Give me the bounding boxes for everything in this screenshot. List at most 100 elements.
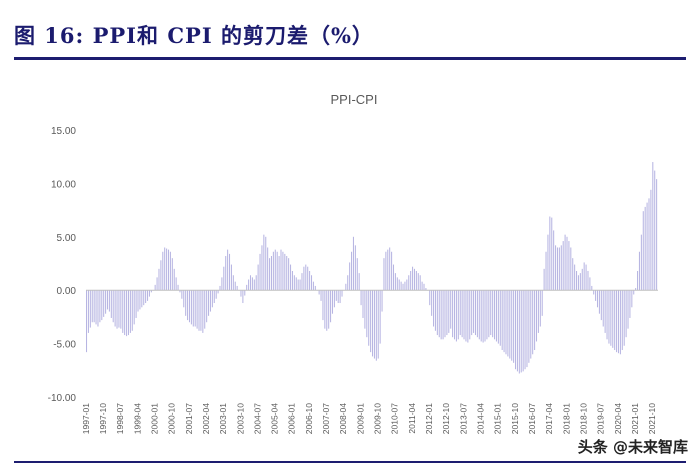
bar [368, 290, 370, 346]
bar [558, 247, 560, 291]
bar [101, 290, 103, 321]
bar [118, 290, 120, 328]
bar [360, 290, 362, 306]
bar [471, 290, 473, 336]
bar [274, 249, 276, 291]
bar [574, 264, 576, 291]
bar [648, 198, 650, 291]
bar [261, 245, 263, 291]
x-tick-label: 2018-10 [578, 403, 588, 434]
bar [320, 290, 322, 301]
bar [293, 275, 295, 291]
x-tick-label: 2007-07 [321, 403, 331, 434]
bar [213, 290, 215, 304]
bar [263, 234, 265, 291]
bar [99, 290, 101, 323]
bar [206, 290, 208, 323]
bar [583, 262, 585, 291]
bar [227, 249, 229, 291]
bar [244, 290, 246, 296]
bar [476, 290, 478, 338]
bar [87, 290, 89, 333]
bar [627, 290, 629, 329]
bar [457, 290, 459, 340]
bar [135, 290, 137, 318]
bar [518, 290, 520, 374]
bar [364, 290, 366, 329]
x-axis: 1997-01 1997-10 1998-07 1999-04 2000-01 2000-… [81, 403, 657, 434]
bar [173, 268, 175, 291]
bar [452, 290, 454, 338]
bar [612, 290, 614, 348]
bar [259, 253, 261, 291]
bar [654, 170, 656, 291]
bar [461, 290, 463, 338]
x-tick-label: 2006-10 [304, 403, 314, 434]
x-tick-label: 1997-10 [98, 403, 108, 434]
bar [402, 283, 404, 291]
bar [141, 290, 143, 308]
bar [194, 290, 196, 327]
bar [337, 290, 339, 304]
bar [541, 290, 543, 316]
bar [532, 290, 534, 355]
x-tick-label: 1998-07 [115, 403, 125, 434]
x-tick-label: 2002-04 [201, 403, 211, 434]
bar [158, 268, 160, 291]
bar [324, 290, 326, 329]
bar [593, 290, 595, 295]
x-tick-label: 2003-01 [218, 403, 228, 434]
bar [372, 290, 374, 357]
bar [474, 290, 477, 336]
x-tick-label: 2008-04 [338, 403, 348, 434]
x-tick-label: 2021-01 [630, 403, 640, 434]
bar [379, 290, 381, 344]
bar [551, 217, 553, 291]
bar [434, 290, 436, 331]
bar [480, 290, 482, 342]
bar [412, 266, 414, 291]
bar [270, 256, 272, 291]
bar [442, 290, 444, 340]
x-tick-label: 2012-10 [441, 403, 451, 434]
bar [526, 290, 528, 368]
x-tick-label: 2006-01 [287, 403, 297, 434]
bar [154, 284, 156, 291]
bar [640, 234, 642, 291]
bar [278, 256, 280, 291]
bar [349, 262, 351, 291]
bar [143, 290, 145, 306]
x-tick-label: 2009-01 [355, 403, 365, 434]
bar [377, 290, 379, 359]
bar [421, 281, 423, 291]
bar [600, 290, 602, 321]
bar [124, 290, 126, 336]
bar [560, 245, 562, 291]
x-tick-label: 2018-01 [561, 403, 571, 434]
bar [455, 290, 457, 342]
x-tick-label: 2001-07 [184, 403, 194, 434]
bar [453, 290, 456, 340]
bar [596, 290, 599, 308]
bar [196, 290, 198, 329]
bar [555, 245, 557, 291]
bar [91, 290, 93, 323]
bar [425, 288, 427, 291]
bar [183, 290, 185, 308]
title-rule [14, 57, 686, 60]
bar [110, 290, 112, 318]
bar [507, 290, 509, 357]
bar [209, 290, 211, 312]
bar [122, 290, 124, 333]
bar [608, 290, 610, 344]
bar [362, 290, 364, 318]
bar [103, 290, 105, 317]
bar [249, 275, 252, 291]
bar [385, 251, 387, 291]
bar [257, 264, 259, 291]
bar [246, 284, 248, 291]
bar [352, 236, 354, 291]
bar [105, 290, 107, 314]
bar [129, 290, 131, 333]
